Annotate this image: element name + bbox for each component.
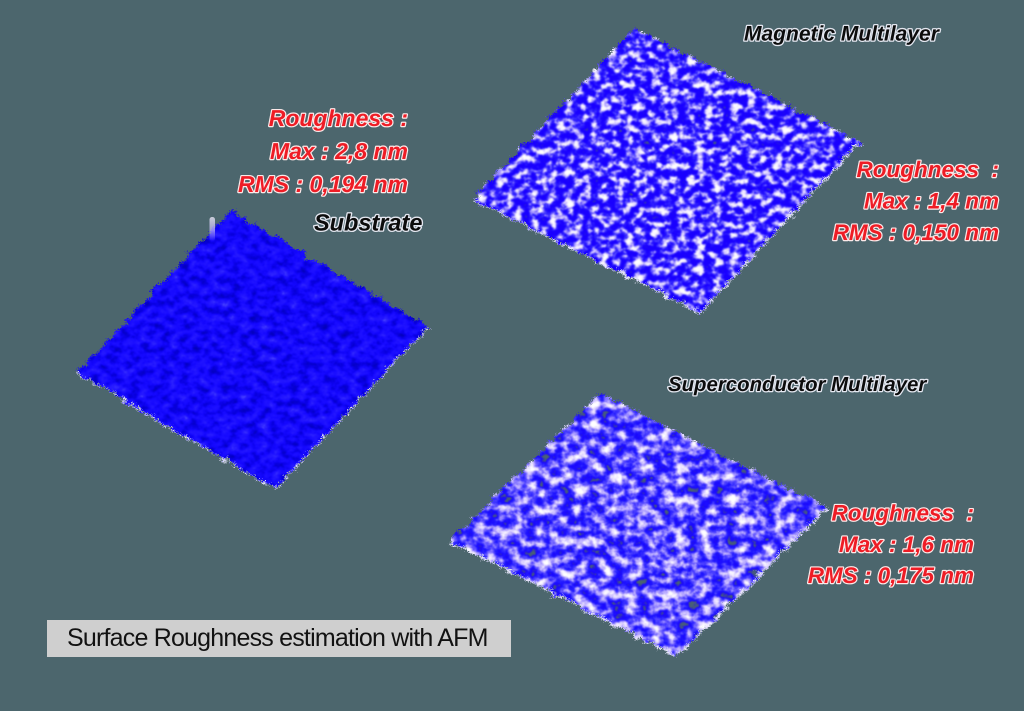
svg-text:Magnetic Multilayer: Magnetic Multilayer — [744, 23, 941, 46]
svg-text:Max : 1,6 nm: Max : 1,6 nm — [839, 532, 974, 557]
svg-text:RMS : 0,150 nm: RMS : 0,150 nm — [833, 220, 999, 245]
svg-text:Roughness :: Roughness : — [831, 501, 974, 526]
svg-text:RMS : 0,194 nm: RMS : 0,194 nm — [238, 171, 408, 197]
svg-text:Max : 1,4 nm: Max : 1,4 nm — [864, 189, 999, 214]
svg-text:Superconductor Multilayer: Superconductor Multilayer — [668, 374, 927, 396]
svg-text:Roughness :: Roughness : — [856, 157, 999, 182]
svg-text:Substrate: Substrate — [314, 210, 422, 236]
svg-text:RMS : 0,175 nm: RMS : 0,175 nm — [808, 563, 974, 588]
svg-text:Max : 2,8 nm: Max : 2,8 nm — [270, 138, 408, 164]
svg-text:Roughness :: Roughness : — [269, 105, 408, 131]
